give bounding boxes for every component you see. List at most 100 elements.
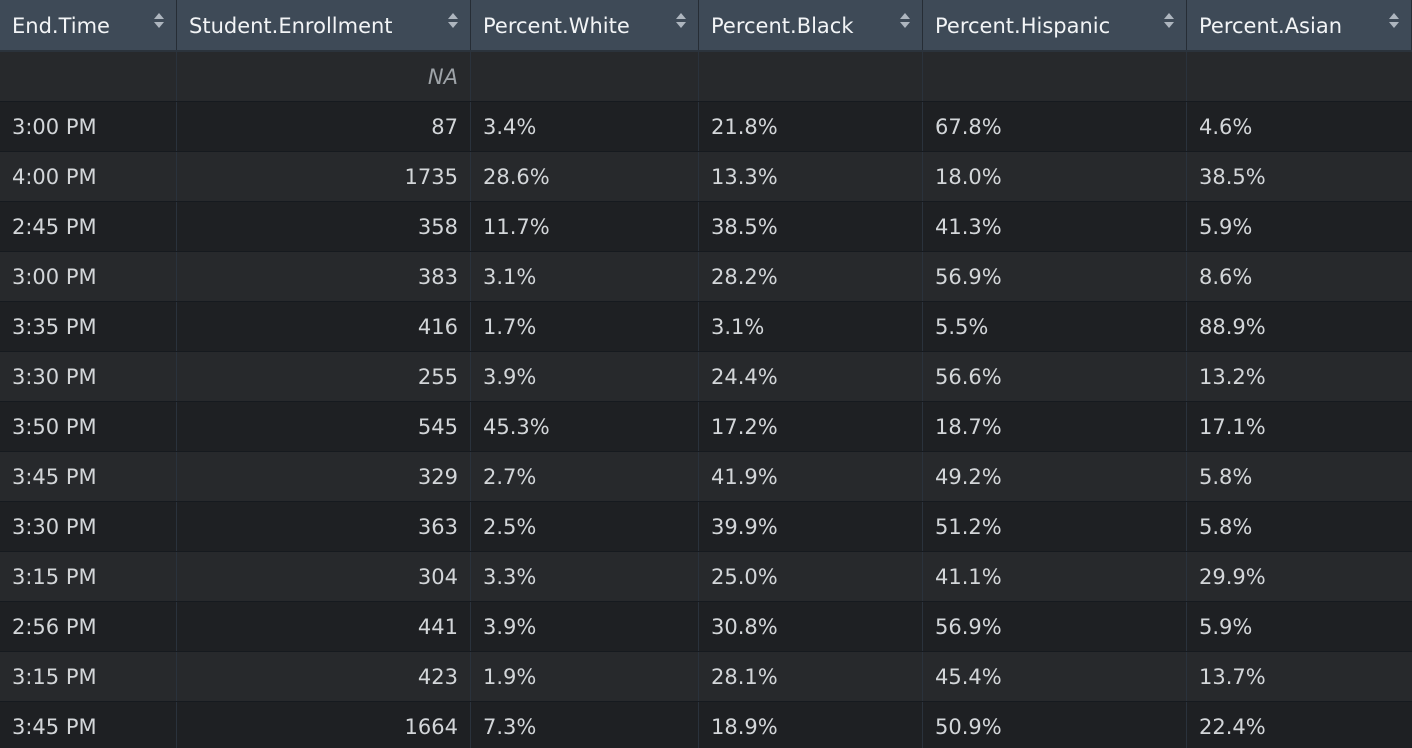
column-header-percent-black[interactable]: Percent.Black bbox=[699, 0, 923, 50]
cell-percent-asian bbox=[1187, 52, 1412, 101]
cell-percent-asian: 5.8% bbox=[1199, 465, 1253, 489]
cell-end-time: 4:00 PM bbox=[0, 152, 177, 201]
cell-end-time: 3:30 PM bbox=[0, 502, 177, 551]
cell-percent-hispanic: 50.9% bbox=[923, 702, 1187, 748]
cell-percent-white: 45.3% bbox=[471, 402, 699, 451]
cell-percent-white bbox=[471, 52, 699, 101]
table-row[interactable]: 3:45 PM 1664 7.3% 18.9% 50.9% 22.4% bbox=[0, 702, 1412, 748]
cell-student-enrollment: 358 bbox=[177, 202, 471, 251]
column-header-label: Percent.White bbox=[483, 14, 630, 38]
cell-percent-black bbox=[699, 52, 923, 101]
cell-percent-white: 11.7% bbox=[471, 202, 699, 251]
cell-percent-asian: 22.4% bbox=[1199, 715, 1266, 739]
sort-icon[interactable] bbox=[154, 13, 164, 35]
cell-student-enrollment: 1664 bbox=[177, 702, 471, 748]
cell-percent-asian: 5.8% bbox=[1199, 515, 1253, 539]
cell-percent-hispanic: 56.9% bbox=[923, 602, 1187, 651]
cell-student-enrollment: 363 bbox=[177, 502, 471, 551]
table-row[interactable]: NA bbox=[0, 52, 1412, 102]
cell-percent-white: 3.9% bbox=[471, 602, 699, 651]
column-header-label: Percent.Hispanic bbox=[935, 14, 1111, 38]
cell-percent-black: 13.3% bbox=[699, 152, 923, 201]
table-row[interactable]: 3:50 PM 545 45.3% 17.2% 18.7% 17.1% bbox=[0, 402, 1412, 452]
cell-end-time: 3:00 PM bbox=[0, 102, 177, 151]
cell-end-time: 3:45 PM bbox=[0, 452, 177, 501]
column-header-label: Percent.Black bbox=[711, 14, 854, 38]
table-row[interactable]: 3:30 PM 255 3.9% 24.4% 56.6% 13.2% bbox=[0, 352, 1412, 402]
cell-percent-hispanic: 18.7% bbox=[923, 402, 1187, 451]
sort-icon[interactable] bbox=[448, 13, 458, 35]
table-row[interactable]: 3:00 PM 87 3.4% 21.8% 67.8% 4.6% bbox=[0, 102, 1412, 152]
cell-percent-asian: 13.7% bbox=[1199, 665, 1266, 689]
cell-end-time: 2:56 PM bbox=[0, 602, 177, 651]
table-row[interactable]: 3:30 PM 363 2.5% 39.9% 51.2% 5.8% bbox=[0, 502, 1412, 552]
cell-percent-black: 21.8% bbox=[699, 102, 923, 151]
cell-student-enrollment: 329 bbox=[177, 452, 471, 501]
column-header-label: Percent.Asian bbox=[1199, 14, 1343, 38]
cell-student-enrollment: 87 bbox=[177, 102, 471, 151]
cell-percent-white: 2.7% bbox=[471, 452, 699, 501]
table-row[interactable]: 3:35 PM 416 1.7% 3.1% 5.5% 88.9% bbox=[0, 302, 1412, 352]
cell-student-enrollment: 441 bbox=[177, 602, 471, 651]
table-body: NA 3:00 PM 87 3.4% 21.8% 67.8% 4.6% 4:00 PM 1735… bbox=[0, 52, 1412, 748]
sort-icon[interactable] bbox=[676, 13, 686, 35]
column-header-label: End.Time bbox=[12, 14, 110, 38]
cell-percent-black: 39.9% bbox=[699, 502, 923, 551]
header-row: End.Time Student.Enrollment Percent.Whit… bbox=[0, 0, 1412, 52]
cell-percent-hispanic: 56.6% bbox=[923, 352, 1187, 401]
column-header-percent-white[interactable]: Percent.White bbox=[471, 0, 699, 50]
column-header-percent-hispanic[interactable]: Percent.Hispanic bbox=[923, 0, 1187, 50]
cell-end-time: 3:50 PM bbox=[0, 402, 177, 451]
cell-percent-white: 1.9% bbox=[471, 652, 699, 701]
table-row[interactable]: 3:00 PM 383 3.1% 28.2% 56.9% 8.6% bbox=[0, 252, 1412, 302]
cell-student-enrollment: NA bbox=[177, 52, 471, 101]
cell-percent-white: 3.3% bbox=[471, 552, 699, 601]
cell-student-enrollment: 304 bbox=[177, 552, 471, 601]
cell-percent-white: 3.1% bbox=[471, 252, 699, 301]
table-row[interactable]: 3:15 PM 304 3.3% 25.0% 41.1% 29.9% bbox=[0, 552, 1412, 602]
cell-percent-black: 38.5% bbox=[699, 202, 923, 251]
cell-student-enrollment: 423 bbox=[177, 652, 471, 701]
cell-percent-black: 25.0% bbox=[699, 552, 923, 601]
cell-percent-asian: 29.9% bbox=[1199, 565, 1266, 589]
cell-percent-asian: 88.9% bbox=[1199, 315, 1266, 339]
cell-percent-asian: 5.9% bbox=[1199, 615, 1253, 639]
table-row[interactable]: 3:15 PM 423 1.9% 28.1% 45.4% 13.7% bbox=[0, 652, 1412, 702]
cell-percent-black: 28.1% bbox=[699, 652, 923, 701]
cell-percent-asian: 8.6% bbox=[1199, 265, 1253, 289]
cell-percent-hispanic: 45.4% bbox=[923, 652, 1187, 701]
cell-percent-white: 1.7% bbox=[471, 302, 699, 351]
cell-percent-hispanic: 18.0% bbox=[923, 152, 1187, 201]
cell-percent-black: 17.2% bbox=[699, 402, 923, 451]
sort-icon[interactable] bbox=[1164, 13, 1174, 35]
cell-percent-white: 3.4% bbox=[471, 102, 699, 151]
cell-percent-asian: 38.5% bbox=[1199, 165, 1266, 189]
sort-icon[interactable] bbox=[900, 13, 910, 35]
cell-percent-hispanic: 56.9% bbox=[923, 252, 1187, 301]
cell-end-time: 3:15 PM bbox=[0, 552, 177, 601]
table-row[interactable]: 2:56 PM 441 3.9% 30.8% 56.9% 5.9% bbox=[0, 602, 1412, 652]
table-row[interactable]: 2:45 PM 358 11.7% 38.5% 41.3% 5.9% bbox=[0, 202, 1412, 252]
sort-icon[interactable] bbox=[1389, 13, 1399, 35]
cell-percent-hispanic: 49.2% bbox=[923, 452, 1187, 501]
cell-percent-white: 3.9% bbox=[471, 352, 699, 401]
cell-percent-black: 30.8% bbox=[699, 602, 923, 651]
cell-percent-hispanic: 67.8% bbox=[923, 102, 1187, 151]
cell-end-time: 3:45 PM bbox=[0, 702, 177, 748]
cell-end-time: 3:00 PM bbox=[0, 252, 177, 301]
cell-percent-hispanic: 41.1% bbox=[923, 552, 1187, 601]
cell-percent-white: 7.3% bbox=[471, 702, 699, 748]
cell-percent-asian: 13.2% bbox=[1199, 365, 1266, 389]
column-header-percent-asian[interactable]: Percent.Asian bbox=[1187, 0, 1412, 50]
table-row[interactable]: 4:00 PM 1735 28.6% 13.3% 18.0% 38.5% bbox=[0, 152, 1412, 202]
cell-percent-black: 24.4% bbox=[699, 352, 923, 401]
cell-percent-asian: 5.9% bbox=[1199, 215, 1253, 239]
cell-percent-hispanic bbox=[923, 52, 1187, 101]
cell-end-time bbox=[0, 52, 177, 101]
column-header-end-time[interactable]: End.Time bbox=[0, 0, 177, 50]
cell-percent-hispanic: 51.2% bbox=[923, 502, 1187, 551]
cell-percent-black: 28.2% bbox=[699, 252, 923, 301]
table-row[interactable]: 3:45 PM 329 2.7% 41.9% 49.2% 5.8% bbox=[0, 452, 1412, 502]
column-header-student-enrollment[interactable]: Student.Enrollment bbox=[177, 0, 471, 50]
